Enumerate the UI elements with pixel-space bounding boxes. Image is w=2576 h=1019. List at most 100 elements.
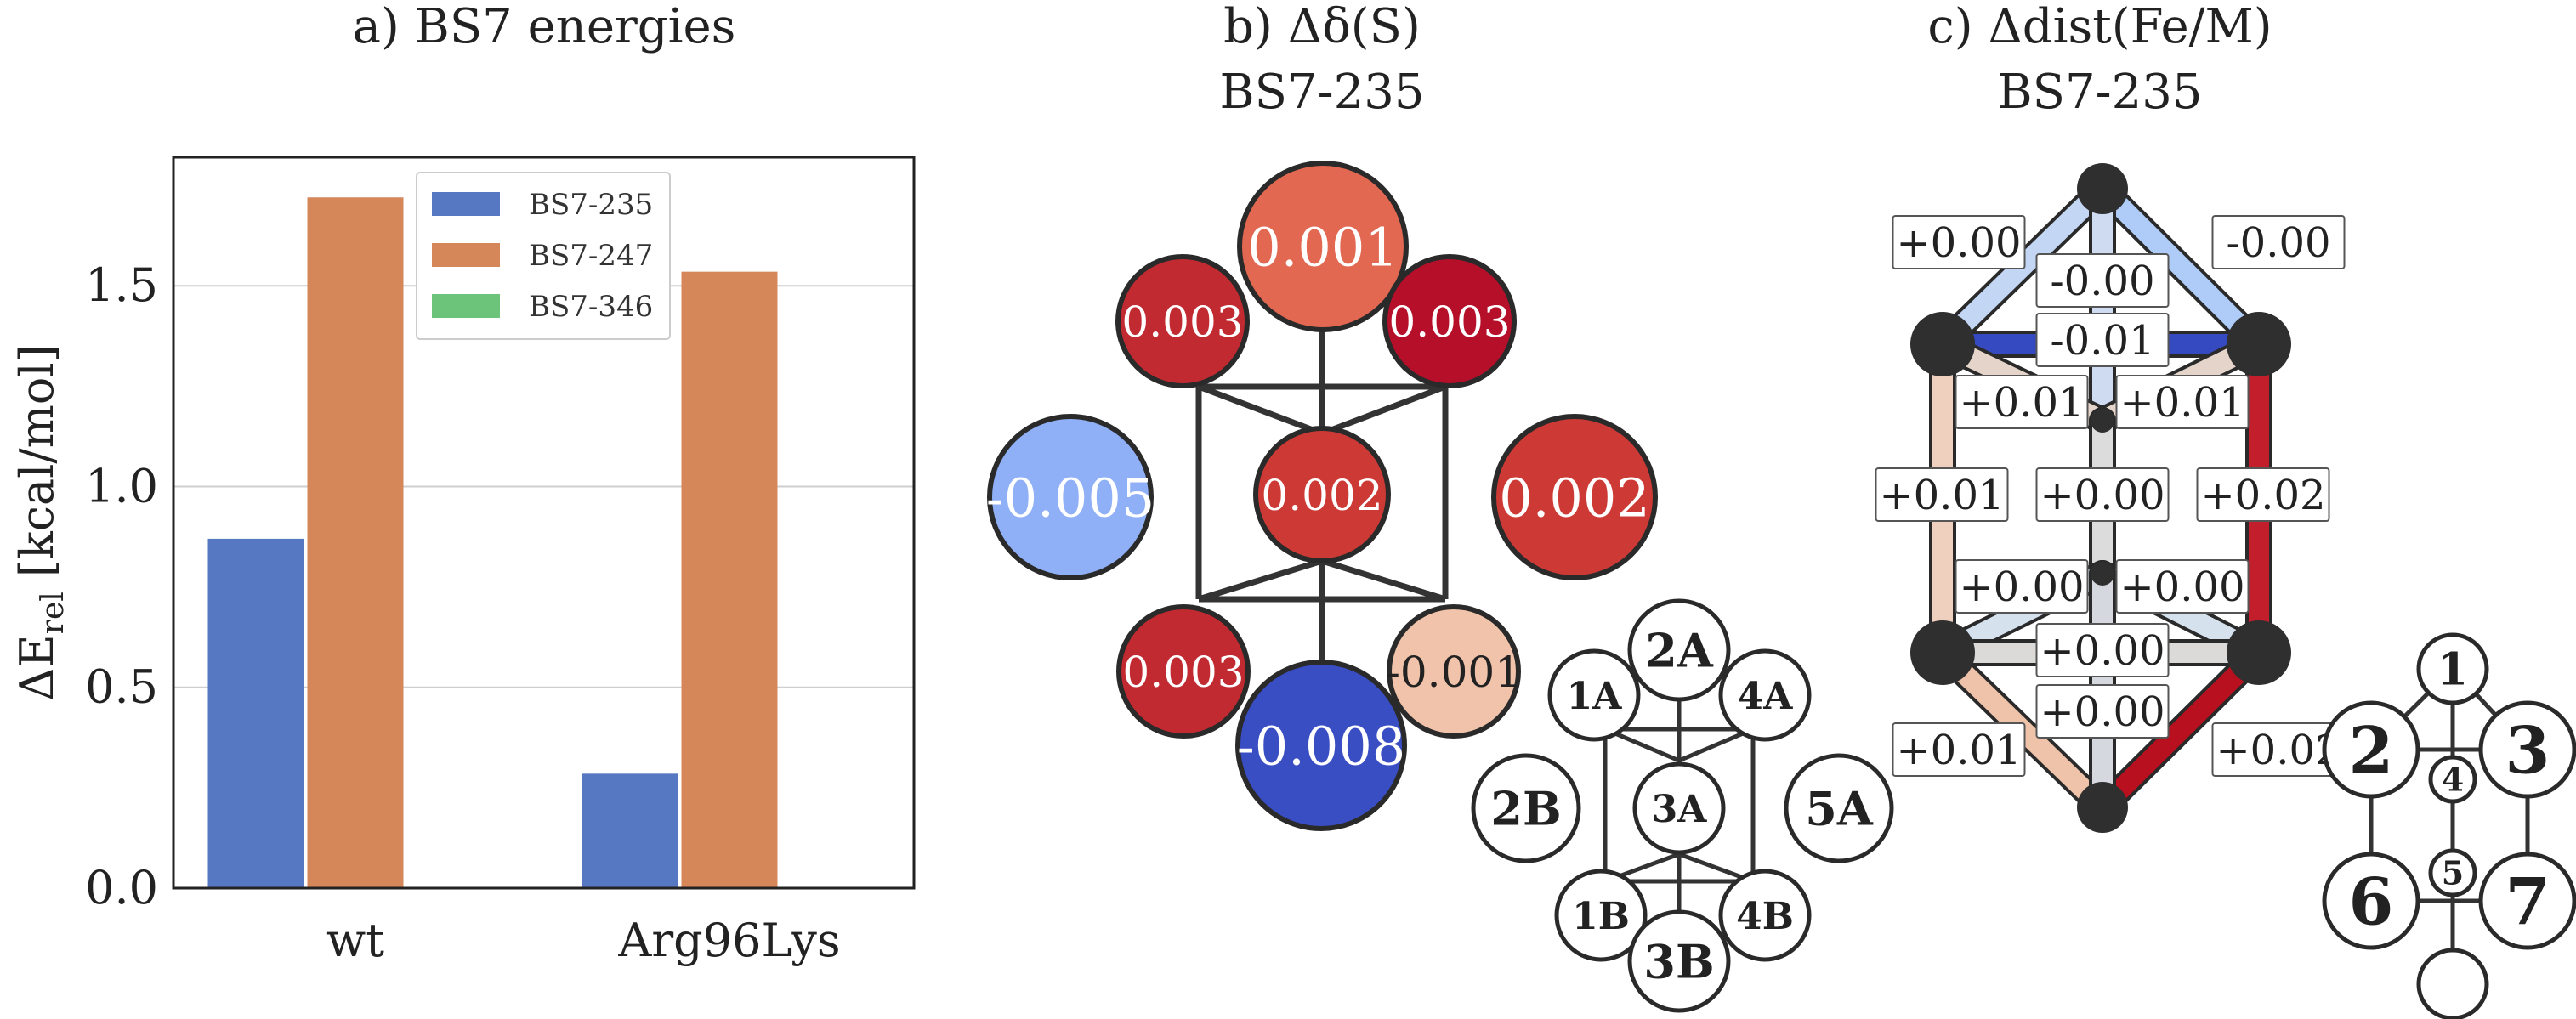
y-tick-label: 1.0 xyxy=(85,459,158,512)
edge-label-box xyxy=(2035,253,2170,308)
bar-bs7-247-wt xyxy=(307,197,404,888)
y-tick-label: 0.0 xyxy=(85,861,158,914)
node-value-3a: 0.002 xyxy=(1261,471,1382,520)
edge-label-box xyxy=(2115,375,2250,429)
edge-label-box xyxy=(2035,313,2170,367)
panel-a-title: a) BS7 energies xyxy=(353,0,736,54)
node-value-5a: 0.002 xyxy=(1499,467,1650,529)
atom-n3 xyxy=(2227,312,2291,376)
node-4b xyxy=(1387,604,1521,739)
node-value-4b: -0.001 xyxy=(1386,648,1522,697)
atom-n6 xyxy=(1910,620,1975,685)
edge-label: -0.01 xyxy=(2050,317,2154,365)
atom-n5 xyxy=(2091,562,2114,586)
legend-entry: BS7-346 xyxy=(529,290,653,324)
edge-label: -0.00 xyxy=(2050,258,2154,305)
key-node-3a xyxy=(1632,761,1726,855)
node-5a xyxy=(1491,414,1658,580)
key-node-7 xyxy=(2478,852,2576,950)
key-label-2a: 2A xyxy=(1645,623,1714,677)
cluster-bond xyxy=(1197,558,1324,603)
edge-label-box xyxy=(2196,467,2330,522)
key-label-5: 5 xyxy=(2442,854,2464,892)
key-label-1b: 1B xyxy=(1572,895,1630,938)
edge-label: +0.00 xyxy=(1959,563,2084,611)
node-3b xyxy=(1235,660,1407,831)
key-label-6: 6 xyxy=(2349,863,2394,939)
edge-label: +0.01 xyxy=(1896,727,2021,774)
key-label-3: 3 xyxy=(2505,712,2550,788)
node-value-1a: 0.003 xyxy=(1121,297,1243,347)
legend-swatch xyxy=(432,243,500,267)
cluster-bond xyxy=(1320,558,1447,603)
key-label-4: 4 xyxy=(2442,761,2464,799)
panel-b-subtitle: BS7-235 xyxy=(1220,65,1425,120)
edge-label: +0.00 xyxy=(2040,688,2165,736)
key-label-7: 7 xyxy=(2505,863,2550,939)
key-label-4a: 4A xyxy=(1738,675,1794,718)
edge-label-box xyxy=(1955,375,2089,429)
panel-c-title: c) Δdist(Fe/M) xyxy=(1927,0,2272,54)
key-node-2 xyxy=(2322,700,2420,799)
edge-label: +0.00 xyxy=(1896,219,2021,267)
node-4a xyxy=(1382,254,1517,388)
panel-a-bar-chart: a) BS7 energies 0.00.51.01.5 wt Arg96Lys … xyxy=(10,0,916,967)
panel-b-title: b) Δδ(S) xyxy=(1223,0,1421,54)
bar-bs7-235-wt xyxy=(207,538,304,888)
key-node-1b xyxy=(1554,869,1648,962)
key-node-1 xyxy=(2416,632,2489,705)
key-label-1: 1 xyxy=(2437,644,2468,696)
bar-bs7-235-arg96lys xyxy=(582,773,678,888)
node-1b xyxy=(1116,604,1251,739)
x-tick-label: Arg96Lys xyxy=(617,914,840,967)
key-node-3 xyxy=(2478,700,2576,799)
key-node-5 xyxy=(2428,848,2477,897)
bar-bs7-247-arg96lys xyxy=(681,271,778,889)
edge-label-box xyxy=(1875,467,2009,522)
edge-label: +0.01 xyxy=(2119,379,2244,427)
node-1a xyxy=(1115,254,1250,388)
legend-entry: BS7-247 xyxy=(529,239,653,273)
atom-n2 xyxy=(1910,312,1975,376)
edge-label: -0.00 xyxy=(2226,219,2330,267)
key-label-1a: 1A xyxy=(1567,675,1623,718)
edge-n7-n8 xyxy=(2092,643,2269,818)
x-tick-label: wt xyxy=(326,914,384,967)
y-axis-label: ΔErel [kcal/mol] xyxy=(10,344,71,700)
atom-n1 xyxy=(2077,163,2128,214)
node-value-4a: 0.003 xyxy=(1388,297,1510,347)
panel-c-diagram: c) Δdist(Fe/M) BS7-235 +0.00 -0.00 -0.00 -0… xyxy=(1875,0,2576,1019)
node-3a xyxy=(1253,426,1391,563)
edge-label: +0.02 xyxy=(2200,472,2325,519)
edge-label-box xyxy=(2115,559,2250,614)
edge-label: +0.01 xyxy=(1959,379,2084,427)
key-node-5a xyxy=(1784,753,1894,863)
key-node-4b xyxy=(1718,869,1812,962)
y-tick-label: 0.5 xyxy=(85,660,158,714)
key-node-1a xyxy=(1547,648,1641,742)
edge-label-box xyxy=(2211,215,2346,269)
key-node-4a xyxy=(1718,648,1812,742)
atom-n8 xyxy=(2077,782,2128,833)
plot-frame xyxy=(172,156,916,890)
edge-label: +0.00 xyxy=(2040,627,2165,675)
edge-n1-n3 xyxy=(2092,178,2269,354)
panel-c-subtitle: BS7-235 xyxy=(1998,65,2203,120)
key-label-3a: 3A xyxy=(1652,788,1708,831)
edge-label-box xyxy=(1892,722,2026,777)
node-value-2b: -0.005 xyxy=(986,467,1155,529)
key-node-2b xyxy=(1471,753,1581,863)
edge-label-box xyxy=(2035,467,2170,522)
node-value-3b: -0.008 xyxy=(1237,715,1405,777)
key-label-4b: 4B xyxy=(1736,895,1794,938)
key-node-6 xyxy=(2322,852,2420,950)
key-node-3b xyxy=(1627,909,1731,1013)
edge-label-box xyxy=(1955,559,2089,614)
key-label-5a: 5A xyxy=(1805,781,1874,835)
key-node-2a xyxy=(1627,598,1731,702)
legend-swatch xyxy=(432,192,500,216)
edge-label: +0.02 xyxy=(2216,727,2341,774)
cluster-bond xyxy=(1197,383,1324,437)
